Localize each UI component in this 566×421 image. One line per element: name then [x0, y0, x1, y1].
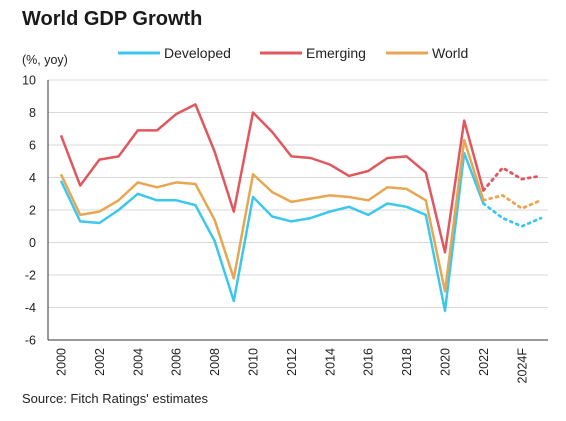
- series-forecast-world: [481, 193, 543, 210]
- y-tick-label: 6: [29, 139, 36, 153]
- x-tick-label: 2010: [247, 348, 261, 376]
- chart-title: World GDP Growth: [22, 8, 203, 30]
- x-tick-label: 2002: [93, 348, 107, 376]
- y-tick-label: 10: [22, 74, 36, 88]
- x-tick-labels: 2000 2002 2004 2006 2008 2010 2012 2014 2016 2018…: [55, 348, 530, 384]
- legend-label-developed: Developed: [164, 45, 231, 61]
- axes: [47, 80, 548, 341]
- y-tick-label: 0: [29, 236, 36, 250]
- y-tick-labels: -6 -4 -2 0 2 4 6 8 10: [22, 74, 36, 348]
- legend-label-emerging: Emerging: [306, 45, 366, 61]
- legend: Developed Emerging World: [118, 45, 468, 61]
- source-note: Source: Fitch Ratings' estimates: [22, 391, 208, 406]
- y-tick-label: -2: [25, 269, 36, 283]
- x-tick-label: 2014: [323, 348, 337, 376]
- y-tick-label: -6: [25, 334, 36, 348]
- legend-label-world: World: [432, 45, 468, 61]
- y-tick-label: -4: [25, 301, 36, 315]
- series-line-world: [59, 138, 485, 293]
- y-tick-label: 8: [29, 106, 36, 120]
- series-line-emerging: [59, 103, 485, 254]
- x-tick-label: 2022: [477, 348, 491, 376]
- x-tick-label: 2008: [208, 348, 222, 376]
- x-tick-label: 2024F: [515, 348, 529, 384]
- x-tick-label: 2018: [400, 348, 414, 376]
- x-tick-label: 2016: [362, 348, 376, 376]
- x-tick-label: 2006: [170, 348, 184, 376]
- series-forecast-developed: [481, 202, 543, 228]
- y-tick-label: 2: [29, 204, 36, 218]
- series-forecast-emerging: [481, 165, 543, 192]
- series-line-developed: [59, 151, 485, 313]
- x-tick-label: 2020: [439, 348, 453, 376]
- x-tick-label: 2004: [131, 348, 145, 376]
- series-lines: [59, 103, 543, 313]
- x-tick-label: 2012: [285, 348, 299, 376]
- y-tick-label: 4: [29, 171, 36, 185]
- gridlines: [48, 79, 548, 341]
- y-axis-unit-label: (%, yoy): [22, 53, 68, 67]
- x-tick-label: 2000: [55, 348, 69, 376]
